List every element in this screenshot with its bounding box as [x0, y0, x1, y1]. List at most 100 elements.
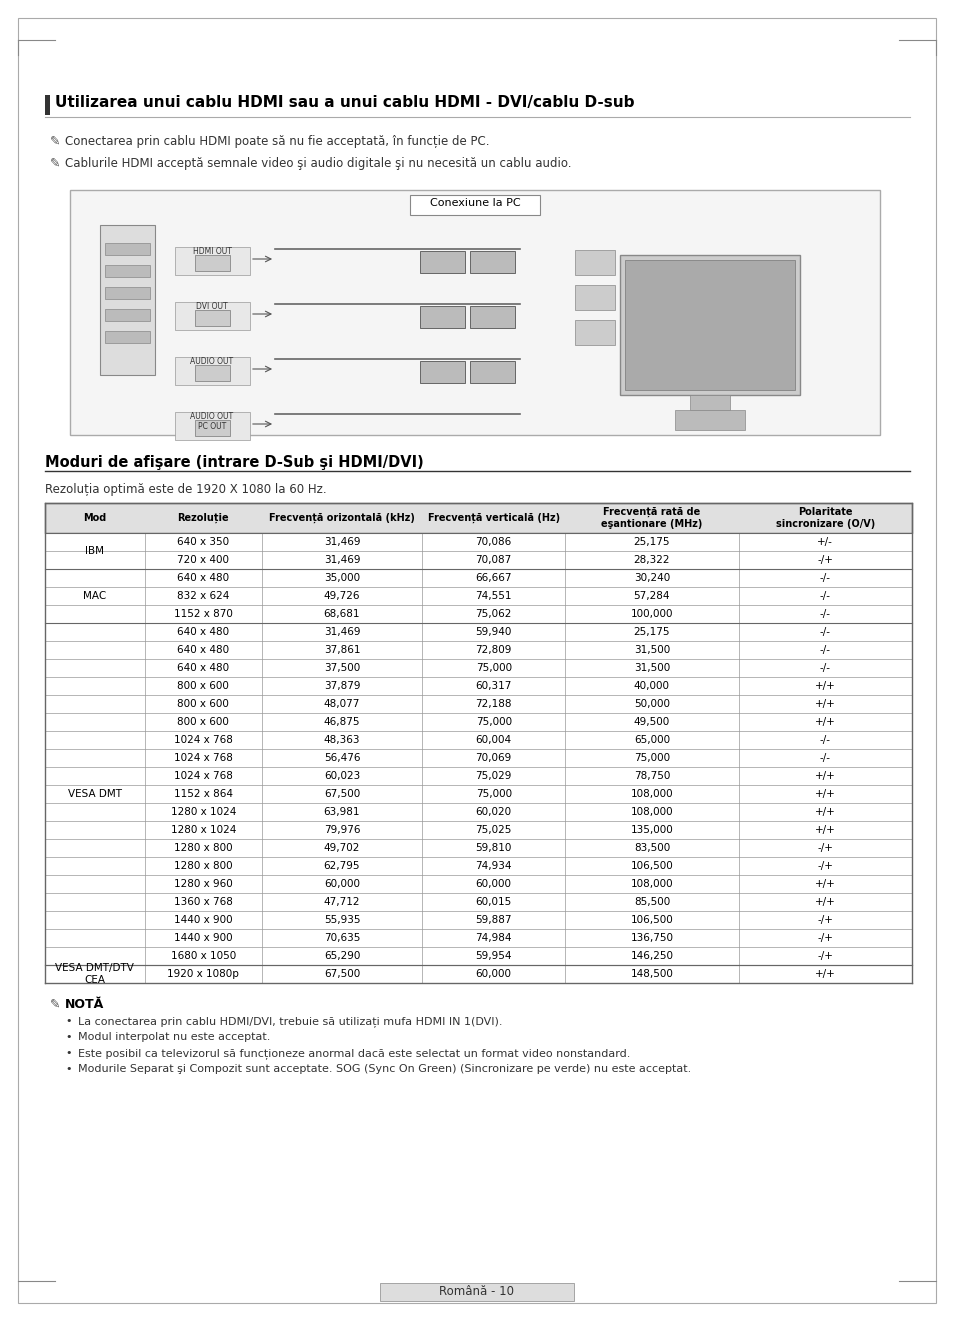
- Text: 832 x 624: 832 x 624: [177, 590, 229, 601]
- Text: +/+: +/+: [814, 970, 835, 979]
- Text: -/-: -/-: [819, 663, 830, 672]
- Text: 56,476: 56,476: [323, 753, 360, 764]
- Text: 60,000: 60,000: [476, 878, 511, 889]
- Text: Modul interpolat nu este acceptat.: Modul interpolat nu este acceptat.: [78, 1032, 270, 1042]
- Text: 640 x 350: 640 x 350: [177, 538, 229, 547]
- Text: 59,887: 59,887: [475, 915, 512, 925]
- Text: 70,069: 70,069: [475, 753, 511, 764]
- Bar: [575, 250, 615, 275]
- Text: 49,500: 49,500: [633, 717, 669, 727]
- Text: 60,020: 60,020: [476, 807, 511, 816]
- Text: IBM: IBM: [85, 546, 104, 556]
- Text: 106,500: 106,500: [630, 861, 673, 871]
- Text: 70,086: 70,086: [475, 538, 511, 547]
- Text: HDMI OUT: HDMI OUT: [193, 247, 232, 256]
- Text: AUDIO OUT: AUDIO OUT: [191, 357, 233, 366]
- Text: 70,087: 70,087: [475, 555, 511, 565]
- Text: 108,000: 108,000: [630, 807, 673, 816]
- Text: 74,984: 74,984: [475, 933, 512, 943]
- Text: Utilizarea unui cablu HDMI sau a unui cablu HDMI - DVI/cablu D-sub: Utilizarea unui cablu HDMI sau a unui ca…: [55, 95, 634, 110]
- Bar: [45, 624, 911, 641]
- Text: 108,000: 108,000: [630, 878, 673, 889]
- Text: ✎: ✎: [50, 157, 60, 170]
- Bar: [45, 587, 911, 605]
- Text: Conectarea prin cablu HDMI poate să nu fie acceptată, în funcție de PC.: Conectarea prin cablu HDMI poate să nu f…: [65, 135, 489, 148]
- Text: 59,954: 59,954: [475, 951, 512, 960]
- Bar: [689, 395, 729, 410]
- Text: 60,023: 60,023: [323, 771, 359, 781]
- Text: 148,500: 148,500: [630, 970, 673, 979]
- Text: 47,712: 47,712: [323, 897, 360, 908]
- Text: +/+: +/+: [814, 807, 835, 816]
- Text: ✎: ✎: [50, 135, 60, 148]
- Text: 1280 x 800: 1280 x 800: [173, 861, 233, 871]
- Text: Moduri de afişare (intrare D-Sub şi HDMI/DVI): Moduri de afişare (intrare D-Sub şi HDMI…: [45, 454, 423, 470]
- Text: 640 x 480: 640 x 480: [177, 573, 229, 583]
- Text: 75,000: 75,000: [476, 789, 511, 799]
- Text: 60,004: 60,004: [476, 734, 511, 745]
- Text: AUDIO OUT
PC OUT: AUDIO OUT PC OUT: [191, 412, 233, 432]
- Text: 31,500: 31,500: [633, 663, 669, 672]
- Text: +/+: +/+: [814, 878, 835, 889]
- Bar: [45, 966, 911, 983]
- Bar: [105, 266, 150, 277]
- Text: 135,000: 135,000: [630, 826, 673, 835]
- Bar: [45, 749, 911, 768]
- Text: -/+: -/+: [817, 915, 832, 925]
- Text: 83,500: 83,500: [633, 843, 669, 853]
- Text: 720 x 400: 720 x 400: [177, 555, 229, 565]
- Text: 640 x 480: 640 x 480: [177, 663, 229, 672]
- Text: 108,000: 108,000: [630, 789, 673, 799]
- Text: Conexiune la PC: Conexiune la PC: [429, 198, 519, 207]
- Bar: [174, 357, 250, 384]
- Text: 67,500: 67,500: [323, 970, 359, 979]
- Text: 1440 x 900: 1440 x 900: [173, 915, 233, 925]
- Bar: [45, 929, 911, 947]
- Text: 59,810: 59,810: [475, 843, 512, 853]
- Text: 1280 x 1024: 1280 x 1024: [171, 826, 235, 835]
- Bar: [45, 713, 911, 731]
- Bar: [194, 365, 230, 380]
- Bar: [45, 503, 911, 532]
- Bar: [194, 310, 230, 326]
- Text: ✎: ✎: [50, 997, 60, 1011]
- Bar: [105, 287, 150, 299]
- Text: -/-: -/-: [819, 573, 830, 583]
- Text: 75,025: 75,025: [475, 826, 512, 835]
- Bar: [675, 410, 744, 431]
- Bar: [105, 243, 150, 255]
- Text: +/+: +/+: [814, 699, 835, 709]
- Text: 37,500: 37,500: [323, 663, 359, 672]
- Text: 68,681: 68,681: [323, 609, 360, 620]
- Text: 65,000: 65,000: [633, 734, 669, 745]
- Text: 31,469: 31,469: [323, 627, 360, 637]
- Bar: [45, 820, 911, 839]
- Bar: [419, 251, 464, 273]
- Bar: [45, 803, 911, 820]
- Bar: [45, 893, 911, 911]
- Bar: [45, 875, 911, 893]
- Text: 67,500: 67,500: [323, 789, 359, 799]
- Text: -/-: -/-: [819, 753, 830, 764]
- Text: 75,000: 75,000: [633, 753, 669, 764]
- Text: 40,000: 40,000: [633, 682, 669, 691]
- Text: 1152 x 870: 1152 x 870: [173, 609, 233, 620]
- Text: 66,667: 66,667: [475, 573, 512, 583]
- Text: 37,861: 37,861: [323, 645, 360, 655]
- Text: +/+: +/+: [814, 682, 835, 691]
- Text: 60,015: 60,015: [475, 897, 511, 908]
- Text: -/+: -/+: [817, 861, 832, 871]
- Text: 800 x 600: 800 x 600: [177, 699, 229, 709]
- Bar: [100, 225, 154, 375]
- Bar: [45, 624, 145, 966]
- Text: 1280 x 960: 1280 x 960: [173, 878, 233, 889]
- Bar: [45, 966, 145, 983]
- Text: 640 x 480: 640 x 480: [177, 627, 229, 637]
- Text: 1024 x 768: 1024 x 768: [173, 771, 233, 781]
- Bar: [105, 332, 150, 343]
- Text: 800 x 600: 800 x 600: [177, 682, 229, 691]
- Bar: [575, 320, 615, 345]
- Text: Mod: Mod: [83, 513, 107, 523]
- Text: 1152 x 864: 1152 x 864: [173, 789, 233, 799]
- Text: 31,469: 31,469: [323, 538, 360, 547]
